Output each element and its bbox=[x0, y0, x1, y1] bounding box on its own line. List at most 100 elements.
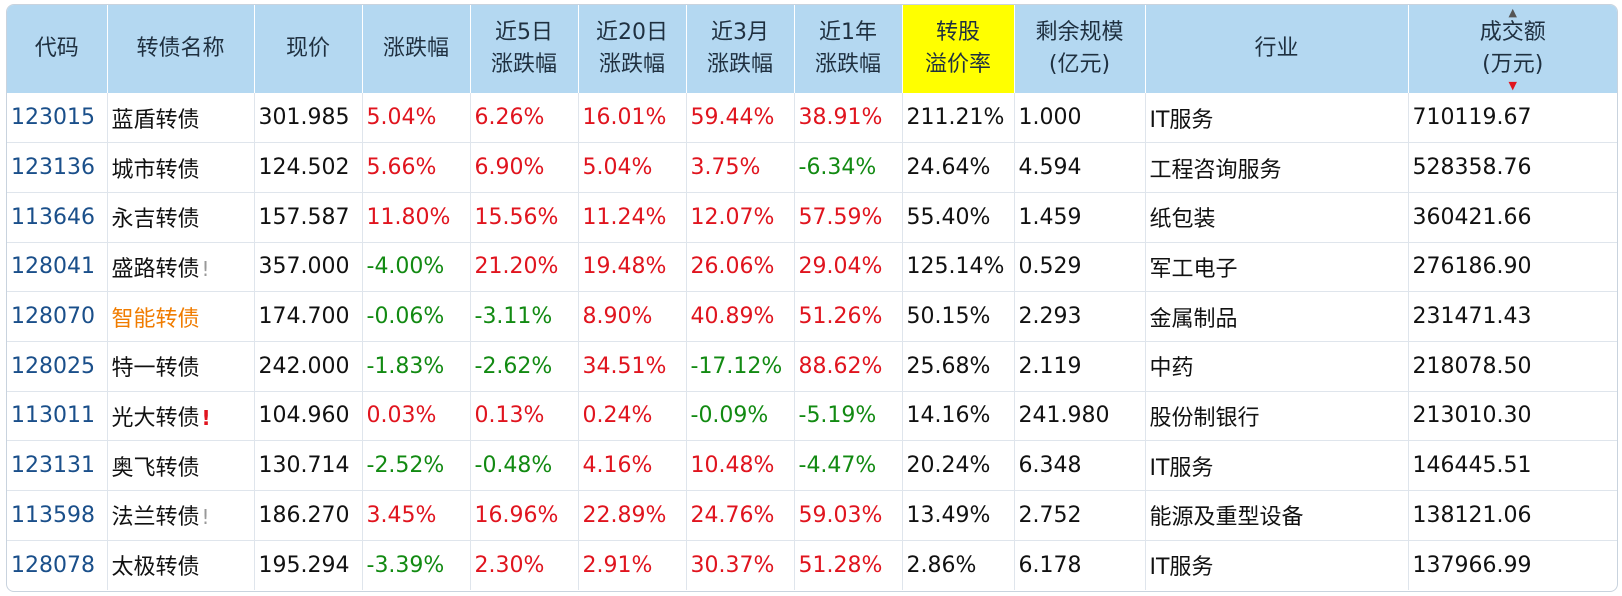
bond-name-cell[interactable]: 法兰转债! bbox=[107, 490, 255, 541]
remaining-size-cell: 241.980 bbox=[1014, 391, 1146, 442]
bond-name-cell[interactable]: 蓝盾转债 bbox=[107, 93, 255, 144]
table-row[interactable]: 113646 永吉转债 157.587 11.80% 15.56% 11.24% 12.07… bbox=[7, 192, 1617, 243]
triangle-down-icon[interactable]: ▼ bbox=[1508, 79, 1517, 92]
change-20d-cell: 5.04% bbox=[578, 142, 687, 193]
bond-code-link[interactable]: 123015 bbox=[11, 105, 95, 131]
bond-name-cell[interactable]: 太极转债 bbox=[107, 540, 255, 590]
header-code[interactable]: 代码 bbox=[7, 5, 108, 93]
bond-code-cell: 123015 bbox=[7, 93, 108, 144]
header-change[interactable]: 涨跌幅 bbox=[362, 5, 471, 93]
table-row[interactable]: 128025 特一转债 242.000 -1.83% -2.62% 34.51% -17.1… bbox=[7, 341, 1617, 392]
table-row[interactable]: 113598 法兰转债! 186.270 3.45% 16.96% 22.89% 24.76… bbox=[7, 490, 1617, 541]
bond-name[interactable]: 盛路转债 bbox=[111, 256, 200, 282]
bond-name[interactable]: 城市转债 bbox=[111, 157, 200, 183]
header-3m-change[interactable]: 近3月 涨跌幅 bbox=[686, 5, 795, 93]
change-cell: -2.52% bbox=[362, 440, 471, 491]
header-label-line1: 剩余规模 bbox=[1035, 20, 1124, 45]
header-label-line2: 溢价率 bbox=[924, 52, 991, 77]
conversion-premium-cell: 25.68% bbox=[902, 341, 1015, 392]
header-bond-name[interactable]: 转债名称 bbox=[107, 5, 255, 93]
change-1y-cell: 59.03% bbox=[794, 490, 903, 541]
price-cell: 104.960 bbox=[254, 391, 363, 442]
change-20d-cell: 2.91% bbox=[578, 540, 687, 590]
bond-code-link[interactable]: 123136 bbox=[11, 155, 95, 181]
change-1y-cell: 38.91% bbox=[794, 93, 903, 144]
table-row[interactable]: 123015 蓝盾转债 301.985 5.04% 6.26% 16.01% 59.44% 3… bbox=[7, 93, 1617, 144]
change-1y-cell: 88.62% bbox=[794, 341, 903, 392]
table-row[interactable]: 128041 盛路转债! 357.000 -4.00% 21.20% 19.48% 26.0… bbox=[7, 242, 1617, 293]
change-3m-cell: 24.76% bbox=[686, 490, 795, 541]
change-5d-cell: -2.62% bbox=[470, 341, 579, 392]
bond-code-link[interactable]: 128025 bbox=[11, 353, 95, 379]
bond-code-link[interactable]: 113598 bbox=[11, 502, 95, 528]
bond-name-cell[interactable]: 奥飞转债 bbox=[107, 440, 255, 491]
industry-cell: IT服务 bbox=[1145, 540, 1409, 590]
header-remaining-size[interactable]: 剩余规模 (亿元) bbox=[1014, 5, 1146, 93]
bond-code-link[interactable]: 123131 bbox=[11, 453, 95, 479]
turnover-cell: 710119.67 bbox=[1408, 93, 1617, 144]
turnover-cell: 138121.06 bbox=[1408, 490, 1617, 541]
header-price[interactable]: 现价 bbox=[254, 5, 363, 93]
bond-code-cell: 113011 bbox=[7, 391, 108, 442]
change-cell: 3.45% bbox=[362, 490, 471, 541]
turnover-cell: 528358.76 bbox=[1408, 142, 1617, 193]
turnover-cell: 213010.30 bbox=[1408, 391, 1617, 442]
change-cell: -4.00% bbox=[362, 242, 471, 293]
price-cell: 195.294 bbox=[254, 540, 363, 590]
bond-name[interactable]: 太极转债 bbox=[111, 555, 200, 581]
bond-code-link[interactable]: 128041 bbox=[11, 254, 95, 280]
bond-name[interactable]: 蓝盾转债 bbox=[111, 107, 200, 133]
change-3m-cell: 40.89% bbox=[686, 291, 795, 342]
industry-cell: 股份制银行 bbox=[1145, 391, 1409, 442]
bond-name-cell[interactable]: 特一转债 bbox=[107, 341, 255, 392]
exclamation-icon[interactable]: ! bbox=[201, 405, 211, 430]
industry-cell: 能源及重型设备 bbox=[1145, 490, 1409, 541]
exclamation-icon[interactable]: ! bbox=[201, 505, 210, 530]
table-row[interactable]: 128078 太极转债 195.294 -3.39% 2.30% 2.91% 30.37% 5… bbox=[7, 540, 1617, 590]
change-5d-cell: -0.48% bbox=[470, 440, 579, 491]
bond-code-link[interactable]: 113011 bbox=[11, 403, 95, 429]
conversion-premium-cell: 14.16% bbox=[902, 391, 1015, 442]
header-industry[interactable]: 行业 bbox=[1145, 5, 1409, 93]
bond-code-link[interactable]: 128078 bbox=[11, 552, 95, 578]
change-5d-cell: 6.90% bbox=[470, 142, 579, 193]
triangle-up-icon[interactable]: ▲ bbox=[1508, 6, 1517, 19]
bond-name[interactable]: 特一转债 bbox=[111, 356, 200, 382]
bond-name-cell[interactable]: 光大转债! bbox=[107, 391, 255, 442]
bond-name[interactable]: 法兰转债 bbox=[111, 505, 200, 531]
change-20d-cell: 16.01% bbox=[578, 93, 687, 144]
header-label-line1: 近1年 bbox=[819, 20, 877, 45]
table-row[interactable]: 123136 城市转债 124.502 5.66% 6.90% 5.04% 3.75% -6.… bbox=[7, 142, 1617, 193]
header-20d-change[interactable]: 近20日 涨跌幅 bbox=[578, 5, 687, 93]
bond-name-cell[interactable]: 盛路转债! bbox=[107, 242, 255, 293]
header-1y-change[interactable]: 近1年 涨跌幅 bbox=[794, 5, 903, 93]
table-row[interactable]: 123131 奥飞转债 130.714 -2.52% -0.48% 4.16% 10.48%… bbox=[7, 440, 1617, 491]
header-label-line2: 涨跌幅 bbox=[706, 52, 773, 77]
price-cell: 130.714 bbox=[254, 440, 363, 491]
bond-name-cell[interactable]: 智能转债 bbox=[107, 291, 255, 342]
table-row[interactable]: 113011 光大转债! 104.960 0.03% 0.13% 0.24% -0.09% -… bbox=[7, 391, 1617, 442]
bond-code-cell: 113646 bbox=[7, 192, 108, 243]
header-5d-change[interactable]: 近5日 涨跌幅 bbox=[470, 5, 579, 93]
header-conversion-premium[interactable]: 转股 溢价率 bbox=[902, 5, 1015, 93]
price-cell: 357.000 bbox=[254, 242, 363, 293]
bond-name[interactable]: 奥飞转债 bbox=[111, 455, 200, 481]
bond-code-cell: 123131 bbox=[7, 440, 108, 491]
bond-name[interactable]: 智能转债 bbox=[111, 306, 200, 332]
header-turnover[interactable]: 成交额 (万元) ▲ ▼ bbox=[1408, 5, 1617, 93]
bond-name-cell[interactable]: 城市转债 bbox=[107, 142, 255, 193]
bond-code-link[interactable]: 128070 bbox=[11, 304, 95, 330]
table-row[interactable]: 128070 智能转债 174.700 -0.06% -3.11% 8.90% 40.89%… bbox=[7, 291, 1617, 342]
exclamation-icon[interactable]: ! bbox=[201, 256, 210, 281]
header-label-line1: 近5日 bbox=[495, 20, 553, 45]
bond-code-link[interactable]: 113646 bbox=[11, 204, 95, 230]
price-cell: 157.587 bbox=[254, 192, 363, 243]
change-3m-cell: 30.37% bbox=[686, 540, 795, 590]
bond-name-cell[interactable]: 永吉转债 bbox=[107, 192, 255, 243]
bond-name[interactable]: 光大转债 bbox=[111, 405, 200, 431]
change-cell: -1.83% bbox=[362, 341, 471, 392]
conversion-premium-cell: 125.14% bbox=[902, 242, 1015, 293]
change-20d-cell: 11.24% bbox=[578, 192, 687, 243]
conversion-premium-cell: 20.24% bbox=[902, 440, 1015, 491]
bond-name[interactable]: 永吉转债 bbox=[111, 207, 200, 233]
